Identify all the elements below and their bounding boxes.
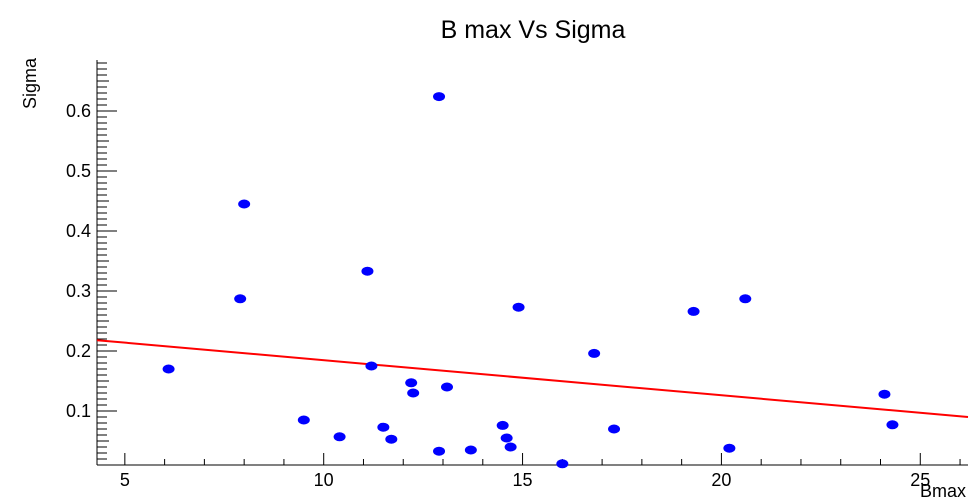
data-point [361,266,374,276]
data-point [162,364,175,374]
x-axis-label: Bmax [920,481,966,500]
fit-line-group [96,339,969,418]
data-point [496,420,509,430]
data-point [687,306,700,316]
fit-line [96,339,969,418]
data-point [739,294,752,304]
x-tick-label: 5 [120,470,130,490]
data-point [723,443,736,453]
data-point [588,348,601,358]
y-tick-label: 0.1 [66,401,91,421]
data-point [504,442,517,452]
data-point [500,433,513,443]
x-tick-label: 15 [513,470,533,490]
y-tick-label: 0.5 [66,161,91,181]
data-point [556,459,569,469]
data-point [407,388,420,398]
data-point [433,446,446,456]
data-point [464,445,477,455]
y-tick-label: 0.2 [66,341,91,361]
data-point [512,302,525,312]
data-point [385,434,398,444]
data-point [405,378,418,388]
data-point [333,432,346,442]
data-point [440,382,453,392]
chart-title: B max Vs Sigma [441,16,626,44]
data-point [377,422,390,432]
plot-frame [96,60,968,466]
y-tick-label: 0.3 [66,281,91,301]
y-tick-label: 0.6 [66,101,91,121]
data-point [878,389,891,399]
x-tick-label: 10 [314,470,334,490]
data-point [234,294,247,304]
data-point [297,415,310,425]
data-points [162,92,899,469]
data-point [886,420,899,430]
data-point [608,424,621,434]
data-point [365,361,378,371]
x-tick-label: 25 [910,470,930,490]
axis-ticks: 5 10 15 20 25 0.1 0.2 0.3 0.4 0.5 0.6 [66,62,961,490]
y-tick-label: 0.4 [66,221,91,241]
data-point [238,199,251,209]
y-axis-label: Sigma [20,57,40,109]
data-point [433,92,446,102]
x-tick-label: 20 [711,470,731,490]
